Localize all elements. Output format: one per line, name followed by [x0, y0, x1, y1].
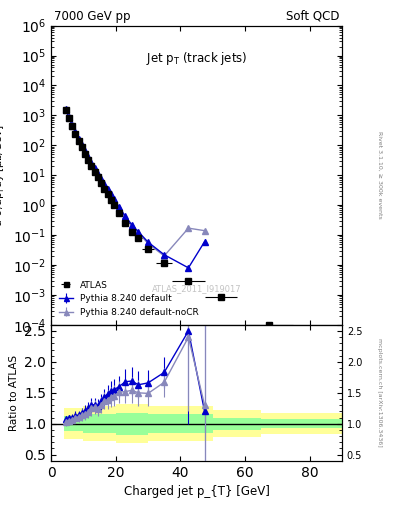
Text: ATLAS_2011_I919017: ATLAS_2011_I919017 — [152, 284, 241, 293]
X-axis label: Charged jet p_{T} [GeV]: Charged jet p_{T} [GeV] — [123, 485, 270, 498]
Y-axis label: $\mathrm{d}^2\sigma/\mathrm{dp}_{\mathrm{T}}\mathrm{dy}$ [μb/GeV]: $\mathrm{d}^2\sigma/\mathrm{dp}_{\mathrm… — [0, 123, 7, 227]
Text: Jet $\mathrm{p_T}$ (track jets): Jet $\mathrm{p_T}$ (track jets) — [146, 50, 247, 67]
Legend: ATLAS, Pythia 8.240 default, Pythia 8.240 default-noCR: ATLAS, Pythia 8.240 default, Pythia 8.24… — [55, 277, 202, 321]
Text: 7000 GeV pp: 7000 GeV pp — [54, 10, 130, 23]
Text: mcplots.cern.ch [arXiv:1306.3436]: mcplots.cern.ch [arXiv:1306.3436] — [377, 338, 382, 447]
Y-axis label: Ratio to ATLAS: Ratio to ATLAS — [9, 355, 19, 431]
Text: Rivet 3.1.10, ≥ 300k events: Rivet 3.1.10, ≥ 300k events — [377, 131, 382, 219]
Text: Soft QCD: Soft QCD — [285, 10, 339, 23]
